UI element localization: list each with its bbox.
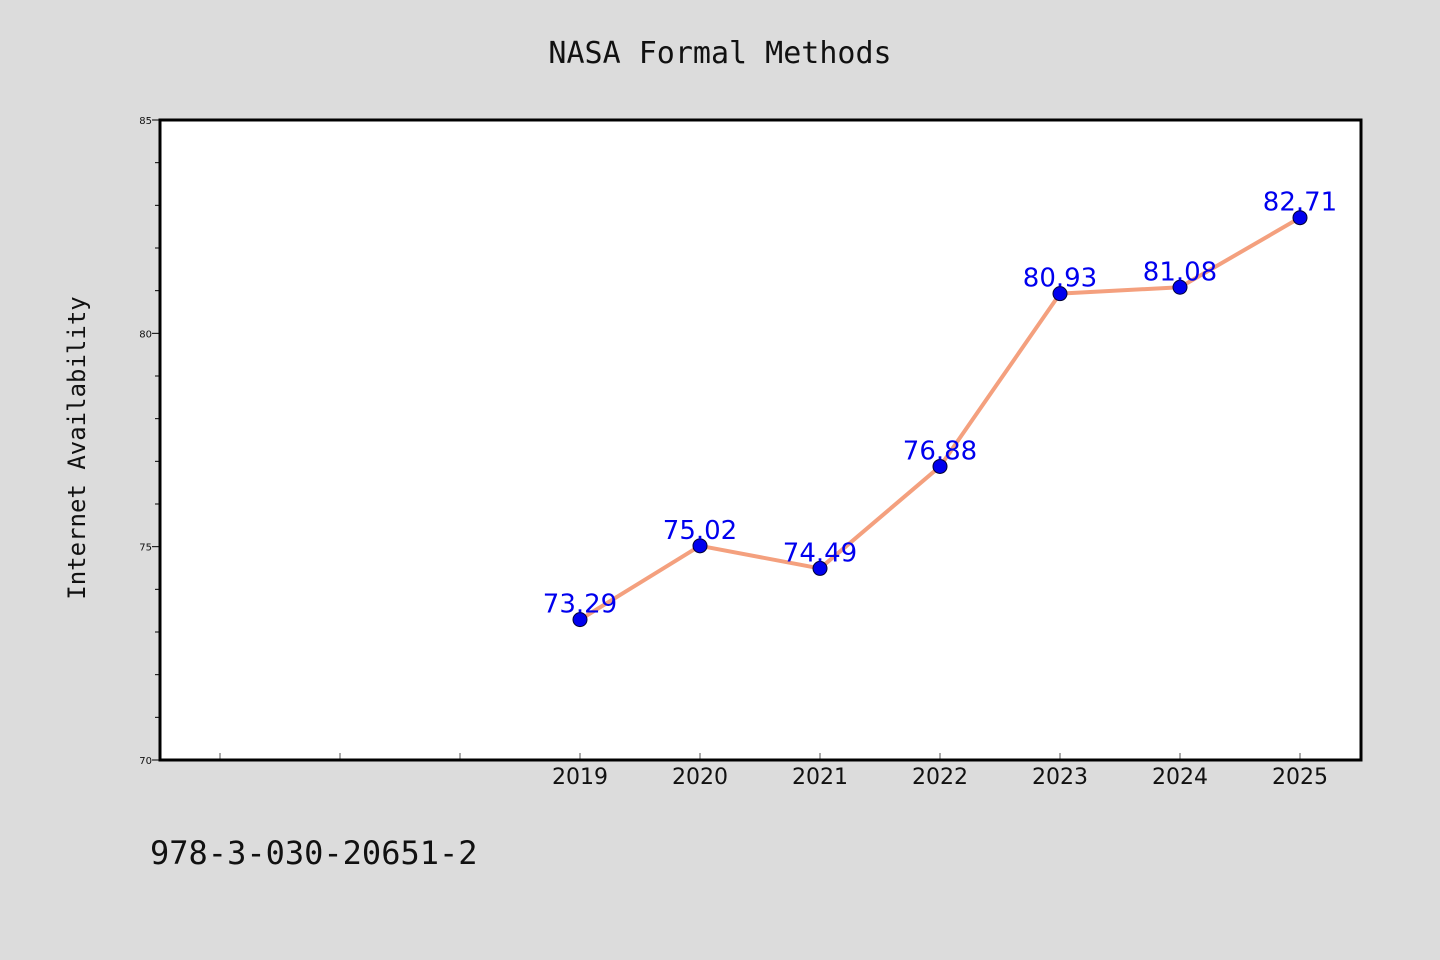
- data-label: 75.02: [663, 516, 737, 546]
- data-label: 82.71: [1263, 188, 1337, 218]
- y-tick-label: 85: [139, 116, 152, 127]
- data-point: [572, 612, 588, 628]
- data-label: 73.29: [543, 590, 617, 620]
- data-label: 74.49: [783, 538, 857, 568]
- x-tick-label: 2021: [792, 765, 848, 790]
- y-axis-label: Internet Availability: [63, 296, 91, 599]
- y-tick-label: 80: [139, 329, 152, 340]
- x-tick-label: 2020: [672, 765, 728, 790]
- plot-frame: [158, 118, 1363, 762]
- data-point: [692, 538, 708, 554]
- x-tick-label: 2025: [1272, 765, 1328, 790]
- plot-area: [160, 120, 1361, 760]
- data-point: [1172, 279, 1188, 295]
- chart-title: NASA Formal Methods: [548, 36, 891, 71]
- x-tick-label: 2024: [1152, 765, 1208, 790]
- data-point: [932, 458, 948, 474]
- x-tick-label: 2022: [912, 765, 968, 790]
- data-point: [1292, 210, 1308, 226]
- data-series: [572, 210, 1308, 628]
- data-labels: 73.29 75.02 74.49 76.88 80.93 81.08 82.71: [543, 188, 1337, 620]
- x-tick-label: 2023: [1032, 765, 1088, 790]
- data-label: 80.93: [1023, 264, 1097, 294]
- footnote-isbn: 978-3-030-20651-2: [150, 834, 478, 872]
- axis-tick-labels: 70 75 80 85 2019 2020 2021 2022 2023 2024 2025: [139, 116, 1328, 790]
- y-tick-label: 75: [139, 543, 152, 554]
- data-point: [812, 560, 828, 576]
- data-point: [1052, 286, 1068, 302]
- data-label: 76.88: [903, 436, 977, 466]
- x-tick-label: 2019: [552, 765, 608, 790]
- y-tick-label: 70: [139, 756, 152, 767]
- data-label: 81.08: [1143, 257, 1217, 287]
